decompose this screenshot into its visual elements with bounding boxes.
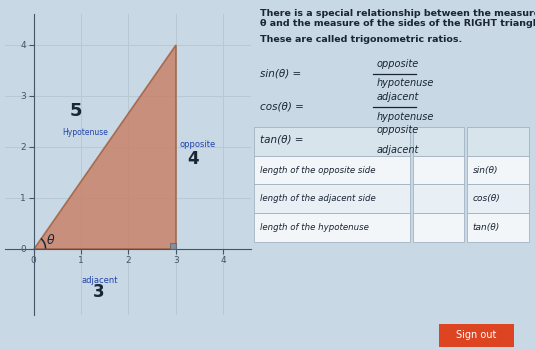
Text: adjacent: adjacent [376, 92, 418, 102]
Text: θ: θ [47, 233, 54, 247]
FancyBboxPatch shape [254, 213, 410, 242]
Text: tan(θ) =: tan(θ) = [260, 135, 303, 145]
FancyBboxPatch shape [254, 184, 410, 213]
FancyBboxPatch shape [413, 184, 464, 213]
Text: 5: 5 [69, 102, 82, 120]
FancyBboxPatch shape [254, 127, 410, 156]
Text: sin(θ): sin(θ) [472, 166, 498, 175]
Text: cos(θ) =: cos(θ) = [260, 102, 304, 112]
Text: Sign out: Sign out [456, 330, 496, 340]
Text: opposite: opposite [180, 140, 216, 149]
FancyBboxPatch shape [467, 127, 529, 156]
FancyBboxPatch shape [467, 213, 529, 242]
Text: adjacent: adjacent [376, 145, 418, 155]
Text: hypotenuse: hypotenuse [376, 112, 433, 121]
Text: opposite: opposite [376, 125, 418, 135]
FancyBboxPatch shape [431, 321, 521, 349]
Text: 4: 4 [188, 150, 199, 168]
Text: There is a special relationship between the measure of the ang: There is a special relationship between … [260, 9, 535, 18]
FancyBboxPatch shape [467, 184, 529, 213]
Text: sin(θ) =: sin(θ) = [260, 69, 301, 78]
Polygon shape [34, 44, 175, 249]
FancyBboxPatch shape [467, 156, 529, 184]
Text: hypotenuse: hypotenuse [376, 78, 433, 88]
Text: 3: 3 [93, 283, 104, 301]
Text: length of the adjacent side: length of the adjacent side [260, 194, 376, 203]
FancyBboxPatch shape [254, 156, 410, 184]
Text: Hypotenuse: Hypotenuse [62, 128, 108, 138]
FancyBboxPatch shape [413, 127, 464, 156]
FancyBboxPatch shape [413, 213, 464, 242]
Text: length of the opposite side: length of the opposite side [260, 166, 376, 175]
Text: θ and the measure of the sides of the RIGHT triangle.: θ and the measure of the sides of the RI… [260, 19, 535, 28]
FancyBboxPatch shape [413, 156, 464, 184]
Text: opposite: opposite [376, 59, 418, 69]
Text: length of the hypotenuse: length of the hypotenuse [260, 223, 369, 232]
Bar [170, 243, 175, 249]
Text: adjacent: adjacent [81, 276, 118, 285]
Text: cos(θ): cos(θ) [472, 194, 500, 203]
Text: tan(θ): tan(θ) [472, 223, 500, 232]
Text: These are called trigonometric ratios.: These are called trigonometric ratios. [260, 35, 462, 44]
